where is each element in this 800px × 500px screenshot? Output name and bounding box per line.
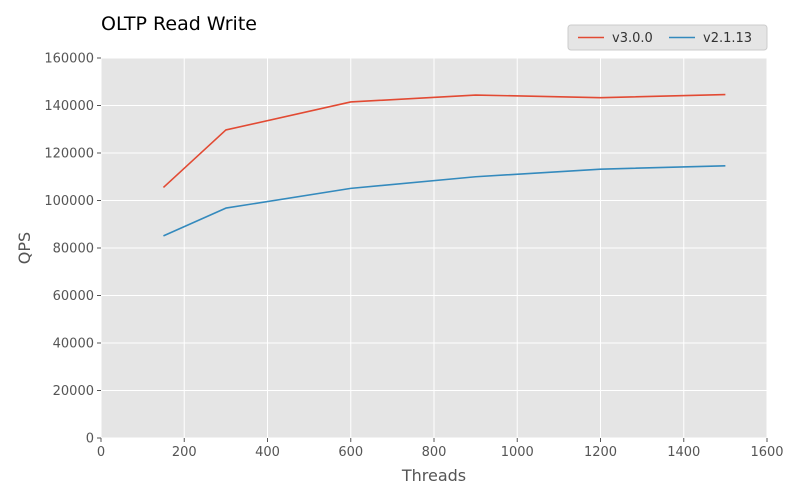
x-axis-ticks: 0 200 400 600 800 1000 1200 1400 1600 [97,438,784,460]
x-tick-label: 0 [97,445,105,460]
legend-label: v2.1.13 [703,31,752,46]
y-tick-label: 80000 [53,242,94,257]
x-tick-label: 1400 [667,445,700,460]
x-tick-label: 1200 [584,445,617,460]
y-tick-label: 160000 [44,52,94,67]
y-tick-label: 0 [86,432,94,447]
y-tick-label: 100000 [44,194,94,209]
y-axis-label: QPS [15,232,34,264]
x-axis-label: Threads [401,466,466,485]
legend-items: v3.0.0 v2.1.13 [578,31,752,46]
x-tick-label: 800 [422,445,447,460]
x-tick-label: 1000 [501,445,534,460]
y-tick-label: 120000 [44,147,94,162]
x-tick-label: 200 [172,445,197,460]
y-tick-label: 140000 [44,99,94,114]
y-tick-label: 40000 [53,337,94,352]
grid-lines [100,57,768,439]
x-tick-label: 1600 [750,445,783,460]
legend-box [567,24,768,51]
x-tick-label: 400 [255,445,280,460]
y-tick-label: 20000 [53,384,94,399]
series-line-1 [163,165,726,237]
y-axis-ticks: 0 20000 40000 60000 80000 100000 120000 140000 1… [44,52,101,447]
series-lines [162,93,726,237]
y-tick-label: 60000 [53,289,94,304]
legend-label: v3.0.0 [612,31,653,46]
x-tick-label: 600 [338,445,363,460]
chart-title: OLTP Read Write [101,13,257,35]
series-line-0 [162,93,726,189]
legend: v3.0.0 v2.1.13 [567,24,768,51]
